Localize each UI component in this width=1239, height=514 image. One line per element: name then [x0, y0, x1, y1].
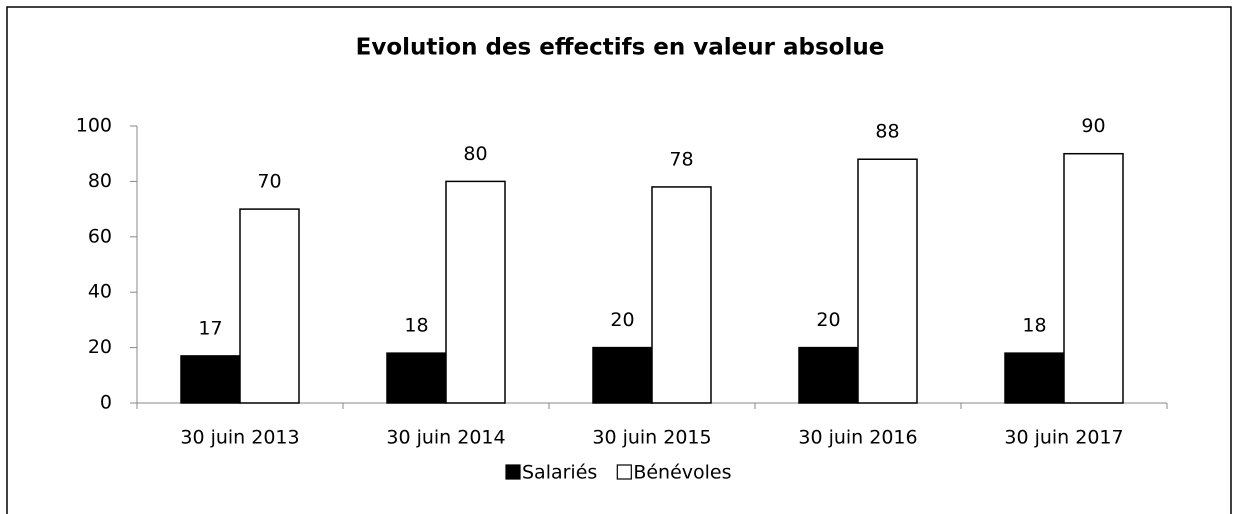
y-tick-label: 100: [76, 115, 112, 137]
data-label: 90: [1081, 115, 1105, 137]
data-label: 20: [610, 309, 634, 331]
data-label: 70: [257, 171, 281, 193]
y-tick-label: 80: [88, 170, 112, 192]
x-tick-label: 30 juin 2016: [798, 427, 917, 449]
chart-border: [6, 6, 1232, 514]
data-label: 88: [875, 121, 899, 143]
data-label: 80: [463, 143, 487, 165]
legend-swatch: [616, 464, 632, 480]
legend-label: Salariés: [522, 462, 597, 484]
legend-swatch: [505, 464, 521, 480]
data-label: 78: [669, 148, 693, 170]
y-tick-label: 20: [88, 336, 112, 358]
y-tick-label: 60: [88, 225, 112, 247]
legend-label: Bénévoles: [633, 462, 731, 484]
bar: [180, 355, 241, 404]
data-label: 17: [198, 317, 222, 339]
bar: [239, 208, 300, 404]
y-tick-label: 0: [100, 392, 112, 414]
data-label: 20: [816, 309, 840, 331]
x-tick-label: 30 juin 2017: [1004, 427, 1123, 449]
bar: [798, 346, 859, 404]
bar: [1004, 352, 1065, 404]
bar: [445, 180, 506, 404]
bar: [386, 352, 447, 404]
y-tick-label: 40: [88, 281, 112, 303]
x-tick-label: 30 juin 2015: [592, 427, 711, 449]
bar: [592, 346, 653, 404]
data-label: 18: [1022, 315, 1046, 337]
x-tick-label: 30 juin 2014: [386, 427, 505, 449]
bar: [651, 186, 712, 404]
data-label: 18: [404, 315, 428, 337]
bar: [1063, 152, 1124, 404]
bar: [857, 158, 918, 404]
chart-title: Evolution des effectifs en valeur absolu…: [356, 35, 885, 61]
x-tick-label: 30 juin 2013: [180, 427, 299, 449]
